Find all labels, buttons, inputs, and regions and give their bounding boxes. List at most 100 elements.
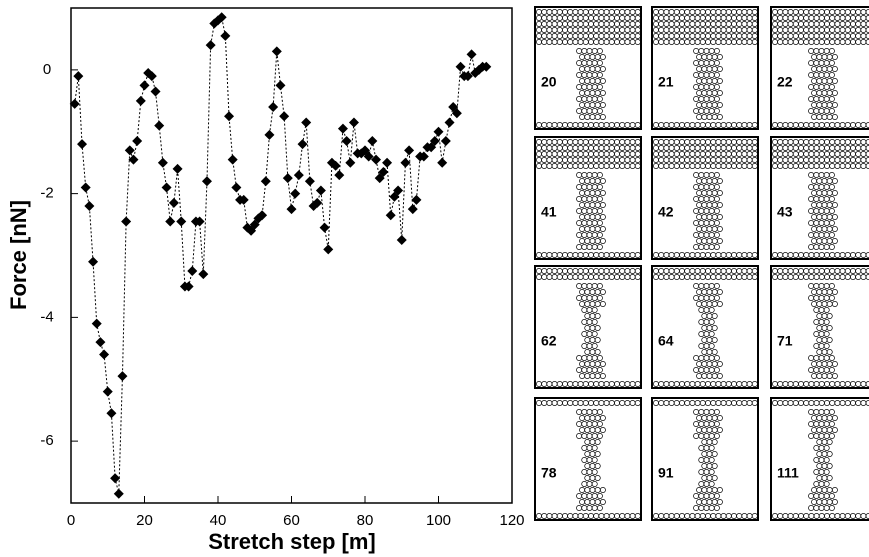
- label-bg: [655, 332, 685, 352]
- atom: [599, 178, 606, 184]
- data-point: [84, 201, 95, 211]
- atom: [751, 21, 758, 27]
- data-point: [77, 139, 88, 150]
- atom: [716, 373, 723, 379]
- data-point: [293, 170, 304, 181]
- atom: [713, 48, 720, 54]
- atom: [713, 220, 720, 226]
- atom: [599, 289, 606, 295]
- data-point: [128, 154, 139, 165]
- atom: [831, 415, 838, 421]
- x-tick-label: 40: [210, 512, 227, 529]
- data-point: [132, 136, 143, 147]
- atom: [831, 102, 838, 108]
- atom: [596, 220, 603, 226]
- atom: [713, 367, 720, 373]
- atom: [716, 214, 723, 220]
- x-tick-label: 0: [67, 512, 75, 529]
- atom: [599, 78, 606, 84]
- atom: [596, 172, 603, 178]
- data-point: [385, 210, 396, 221]
- atom: [634, 145, 641, 151]
- data-point: [378, 166, 389, 177]
- atom: [823, 469, 830, 475]
- atom: [708, 445, 715, 451]
- atom: [831, 66, 838, 72]
- atom: [708, 481, 715, 487]
- atom: [634, 21, 641, 27]
- atom: [591, 445, 598, 451]
- atom: [828, 220, 835, 226]
- data-point: [69, 98, 80, 109]
- atom: [634, 9, 641, 15]
- atom: [716, 190, 723, 196]
- atom: [634, 513, 641, 519]
- atom: [751, 163, 758, 169]
- atom: [634, 139, 641, 145]
- atom: [826, 349, 833, 355]
- data-point: [286, 204, 297, 215]
- atom: [828, 208, 835, 214]
- plot-frame: [70, 7, 513, 504]
- data-point: [337, 123, 348, 134]
- atom: [634, 400, 641, 406]
- data-point: [481, 61, 492, 72]
- data-point: [110, 473, 121, 484]
- atom: [594, 313, 601, 319]
- data-point: [99, 349, 110, 360]
- atom: [716, 178, 723, 184]
- atom: [596, 295, 603, 301]
- data-point: [227, 154, 238, 165]
- atom: [751, 15, 758, 21]
- atom: [716, 238, 723, 244]
- atom: [599, 54, 606, 60]
- data-point: [297, 139, 308, 150]
- data-point: [315, 185, 326, 196]
- data-point: [150, 86, 161, 97]
- atom: [599, 499, 606, 505]
- atom: [594, 451, 601, 457]
- atom: [828, 505, 835, 511]
- y-axis-label: Force [nN]: [6, 200, 31, 310]
- data-point: [117, 371, 128, 382]
- atom: [596, 493, 603, 499]
- data-point: [154, 120, 165, 131]
- atom: [594, 439, 601, 445]
- atom: [711, 313, 718, 319]
- atom: [751, 268, 758, 274]
- atom: [751, 39, 758, 45]
- atom: [716, 202, 723, 208]
- data-point: [301, 117, 312, 128]
- atom: [828, 355, 835, 361]
- atom: [713, 244, 720, 250]
- atom: [713, 72, 720, 78]
- data-point: [455, 61, 466, 72]
- atom: [591, 331, 598, 337]
- atom: [599, 373, 606, 379]
- y-tick-label: -2: [40, 185, 53, 202]
- data-point: [363, 151, 374, 162]
- label-bg: [774, 203, 804, 223]
- atom: [751, 274, 758, 280]
- atom: [634, 163, 641, 169]
- atom: [716, 102, 723, 108]
- atom: [831, 226, 838, 232]
- atom: [596, 84, 603, 90]
- data-point: [382, 157, 393, 168]
- atom: [831, 190, 838, 196]
- data-point: [440, 136, 451, 147]
- atom: [831, 487, 838, 493]
- label-bg: [655, 203, 685, 223]
- data-point: [429, 136, 440, 147]
- atom: [599, 190, 606, 196]
- atom: [828, 60, 835, 66]
- atom: [599, 114, 606, 120]
- atom: [634, 27, 641, 33]
- atom: [711, 475, 718, 481]
- x-tick-label: 120: [499, 512, 524, 529]
- atom: [596, 96, 603, 102]
- snapshot-panel: 21: [651, 6, 759, 130]
- atom: [594, 349, 601, 355]
- data-point: [418, 151, 429, 162]
- data-point: [183, 281, 194, 292]
